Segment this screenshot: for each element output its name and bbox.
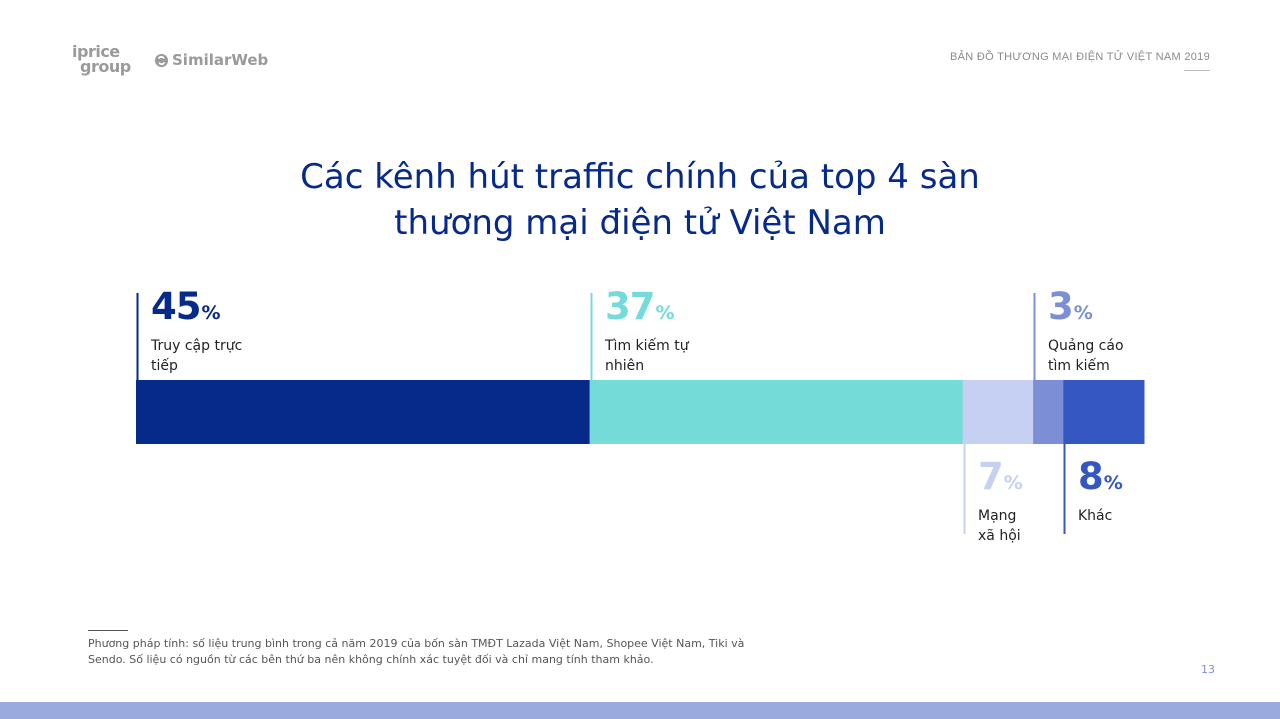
footnote: Phương pháp tính: số liệu trung bình tro… (88, 637, 745, 666)
percent-number: 7 (978, 455, 1004, 498)
category-label-line: Khác (1078, 508, 1113, 524)
report-title: BẢN ĐỒ THƯƠNG MẠI ĐIỆN TỬ VIỆT NAM 2019 (950, 51, 1210, 63)
percent-sign: % (201, 302, 221, 324)
bottom-band (0, 702, 1280, 719)
category-label-4: Quảng cáo tìm kiếm (1048, 336, 1188, 376)
segment-label-1: 45% Truy cập trực tiếp (151, 287, 291, 376)
category-label-5: Khác (1078, 506, 1218, 526)
bar-segment-5 (1063, 380, 1145, 444)
chart-title-line-2: thương mại điện tử Việt Nam (394, 203, 886, 243)
category-label-line: Quảng cáo (1048, 338, 1124, 354)
category-label-line: Truy cập trực (151, 338, 243, 354)
percent-value-5: 8% (1078, 457, 1218, 503)
bar-segment-4 (1033, 380, 1064, 444)
percent-value-4: 3% (1048, 287, 1188, 333)
bar-segment-2 (589, 380, 964, 444)
report-title-underline (1184, 70, 1210, 71)
bar-segment-1 (136, 380, 591, 444)
percent-value-3: 7% (978, 457, 1118, 503)
percent-number: 3 (1048, 285, 1074, 328)
percent-value-1: 45% (151, 287, 291, 333)
category-label-1: Truy cập trực tiếp (151, 336, 291, 376)
similarweb-logo: SimilarWeb (154, 51, 268, 69)
percent-sign: % (1073, 302, 1093, 324)
chart-title-line-1: Các kênh hút traffic chính của top 4 sàn (300, 157, 980, 197)
chart-title: Các kênh hút traffic chính của top 4 sàn… (240, 154, 1040, 246)
similarweb-text: SimilarWeb (172, 51, 269, 69)
footnote-divider (88, 630, 128, 631)
percent-value-2: 37% (605, 287, 745, 333)
percent-sign: % (1003, 472, 1023, 494)
category-label-line: nhiên (605, 358, 645, 374)
segment-label-3: 7% Mạng xã hội (978, 457, 1118, 546)
percent-number: 45 (151, 285, 201, 328)
percent-number: 8 (1078, 455, 1104, 498)
similarweb-icon (154, 53, 169, 67)
segment-label-5: 8% Khác (1078, 457, 1218, 526)
bar-segment-3 (962, 380, 1034, 444)
page-number: 13 (1201, 663, 1215, 676)
segment-label-2: 37% Tìm kiếm tự nhiên (605, 287, 745, 376)
category-label-line: tiếp (151, 358, 178, 374)
category-label-line: Mạng (978, 508, 1017, 524)
iprice-group-logo: iprice group (72, 42, 134, 76)
percent-sign: % (655, 302, 675, 324)
category-label-line: xã hội (978, 528, 1021, 544)
logo-group-text: group (80, 57, 131, 76)
category-label-3: Mạng xã hội (978, 506, 1118, 546)
logo-iprice-text: iprice (72, 42, 120, 61)
category-label-2: Tìm kiếm tự nhiên (605, 336, 745, 376)
category-label-line: Tìm kiếm tự (605, 338, 689, 354)
category-label-line: tìm kiếm (1048, 358, 1110, 374)
percent-sign: % (1103, 472, 1123, 494)
segment-label-4: 3% Quảng cáo tìm kiếm (1048, 287, 1188, 376)
percent-number: 37 (605, 285, 655, 328)
